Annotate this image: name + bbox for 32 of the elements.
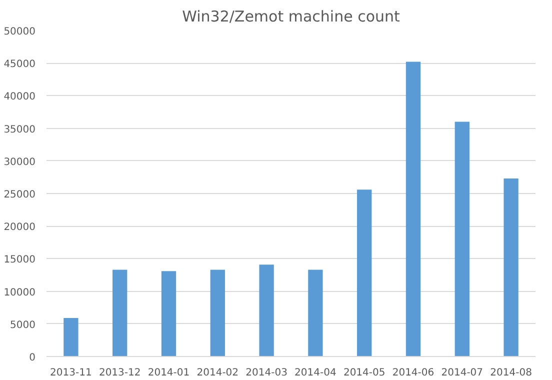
y-tick-label: 45000 [4, 59, 36, 70]
bar [504, 178, 518, 356]
bar [406, 62, 421, 356]
y-tick-label: 15000 [4, 254, 36, 266]
bar [210, 270, 225, 356]
x-tick-label: 2014-01 [148, 368, 190, 378]
y-tick-label: 35000 [4, 124, 36, 136]
bar [112, 270, 128, 356]
x-tick-label: 2014-08 [490, 368, 532, 378]
bar [64, 318, 78, 356]
x-tick-label: 2014-04 [294, 368, 336, 378]
x-tick-label: 2014-06 [392, 368, 434, 378]
bar [308, 270, 323, 356]
x-tick-label: 2014-03 [246, 368, 288, 378]
y-tick-label: 40000 [4, 92, 36, 103]
x-tick-label: 2013-12 [98, 368, 141, 378]
bar [454, 122, 470, 356]
x-tick-label: 2014-07 [441, 368, 484, 378]
bar [357, 190, 372, 356]
x-tick-label: 2014-05 [343, 368, 386, 378]
y-tick-label: 20000 [4, 222, 36, 234]
x-tick-label: 2014-02 [196, 368, 239, 378]
bar [259, 264, 274, 356]
y-tick-label: 0 [29, 352, 36, 364]
bar [161, 271, 176, 356]
y-tick-label: 50000 [4, 26, 36, 38]
chart-title: Win32/Zemot machine count [182, 8, 400, 26]
y-tick-label: 10000 [4, 287, 36, 298]
y-tick-label: 5000 [10, 320, 36, 331]
y-tick-label: 25000 [4, 190, 36, 200]
x-tick-label: 2013-11 [50, 368, 92, 378]
y-tick-label: 30000 [4, 156, 36, 168]
